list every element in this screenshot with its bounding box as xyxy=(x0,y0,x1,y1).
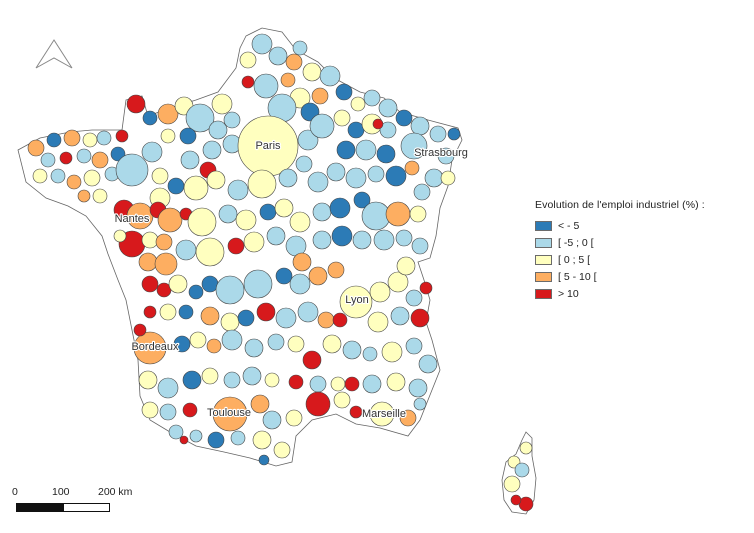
legend-title: Evolution de l'emploi industriel (%) : xyxy=(535,199,705,211)
scale-bar: 0 100 200 km xyxy=(12,486,142,512)
legend-swatch xyxy=(535,220,552,231)
legend-swatch xyxy=(535,271,552,282)
legend-label: [ 0 ; 5 [ xyxy=(558,253,591,266)
legend-label: [ -5 ; 0 [ xyxy=(558,236,594,249)
legend-item: [ 0 ; 5 [ xyxy=(535,251,705,268)
scale-label-0: 0 xyxy=(12,486,18,498)
legend-swatch xyxy=(535,254,552,265)
city-label-lyon: Lyon xyxy=(345,294,368,306)
legend-swatch xyxy=(535,288,552,299)
scale-segment-black xyxy=(16,503,64,512)
legend-swatch xyxy=(535,237,552,248)
city-label-paris: Paris xyxy=(255,140,281,152)
legend-label: [ 5 - 10 [ xyxy=(558,270,597,283)
legend-item: [ -5 ; 0 [ xyxy=(535,234,705,251)
legend-label: > 10 xyxy=(558,287,579,300)
legend-label: < - 5 xyxy=(558,219,580,232)
legend-item: [ 5 - 10 [ xyxy=(535,268,705,285)
scale-segment-white xyxy=(64,503,110,512)
city-label-toulouse: Toulouse xyxy=(207,407,251,419)
city-labels: Paris Strasbourg Nantes Lyon Bordeaux To… xyxy=(113,139,469,421)
scale-label-100: 100 xyxy=(52,486,70,498)
city-label-bordeaux: Bordeaux xyxy=(131,341,179,353)
city-label-strasbourg: Strasbourg xyxy=(414,147,468,159)
city-label-nantes: Nantes xyxy=(115,213,150,225)
employment-zones xyxy=(27,33,461,466)
legend-item: > 10 xyxy=(535,285,705,302)
scale-bar-graphic xyxy=(16,503,142,512)
city-label-marseille: Marseille xyxy=(362,408,406,420)
scale-label-200: 200 km xyxy=(98,486,133,498)
legend-item: < - 5 xyxy=(535,217,705,234)
corsica-zones xyxy=(503,441,534,512)
map-legend: Evolution de l'emploi industriel (%) : <… xyxy=(535,199,705,302)
north-arrow xyxy=(34,38,74,77)
north-arrow-icon xyxy=(35,39,73,69)
